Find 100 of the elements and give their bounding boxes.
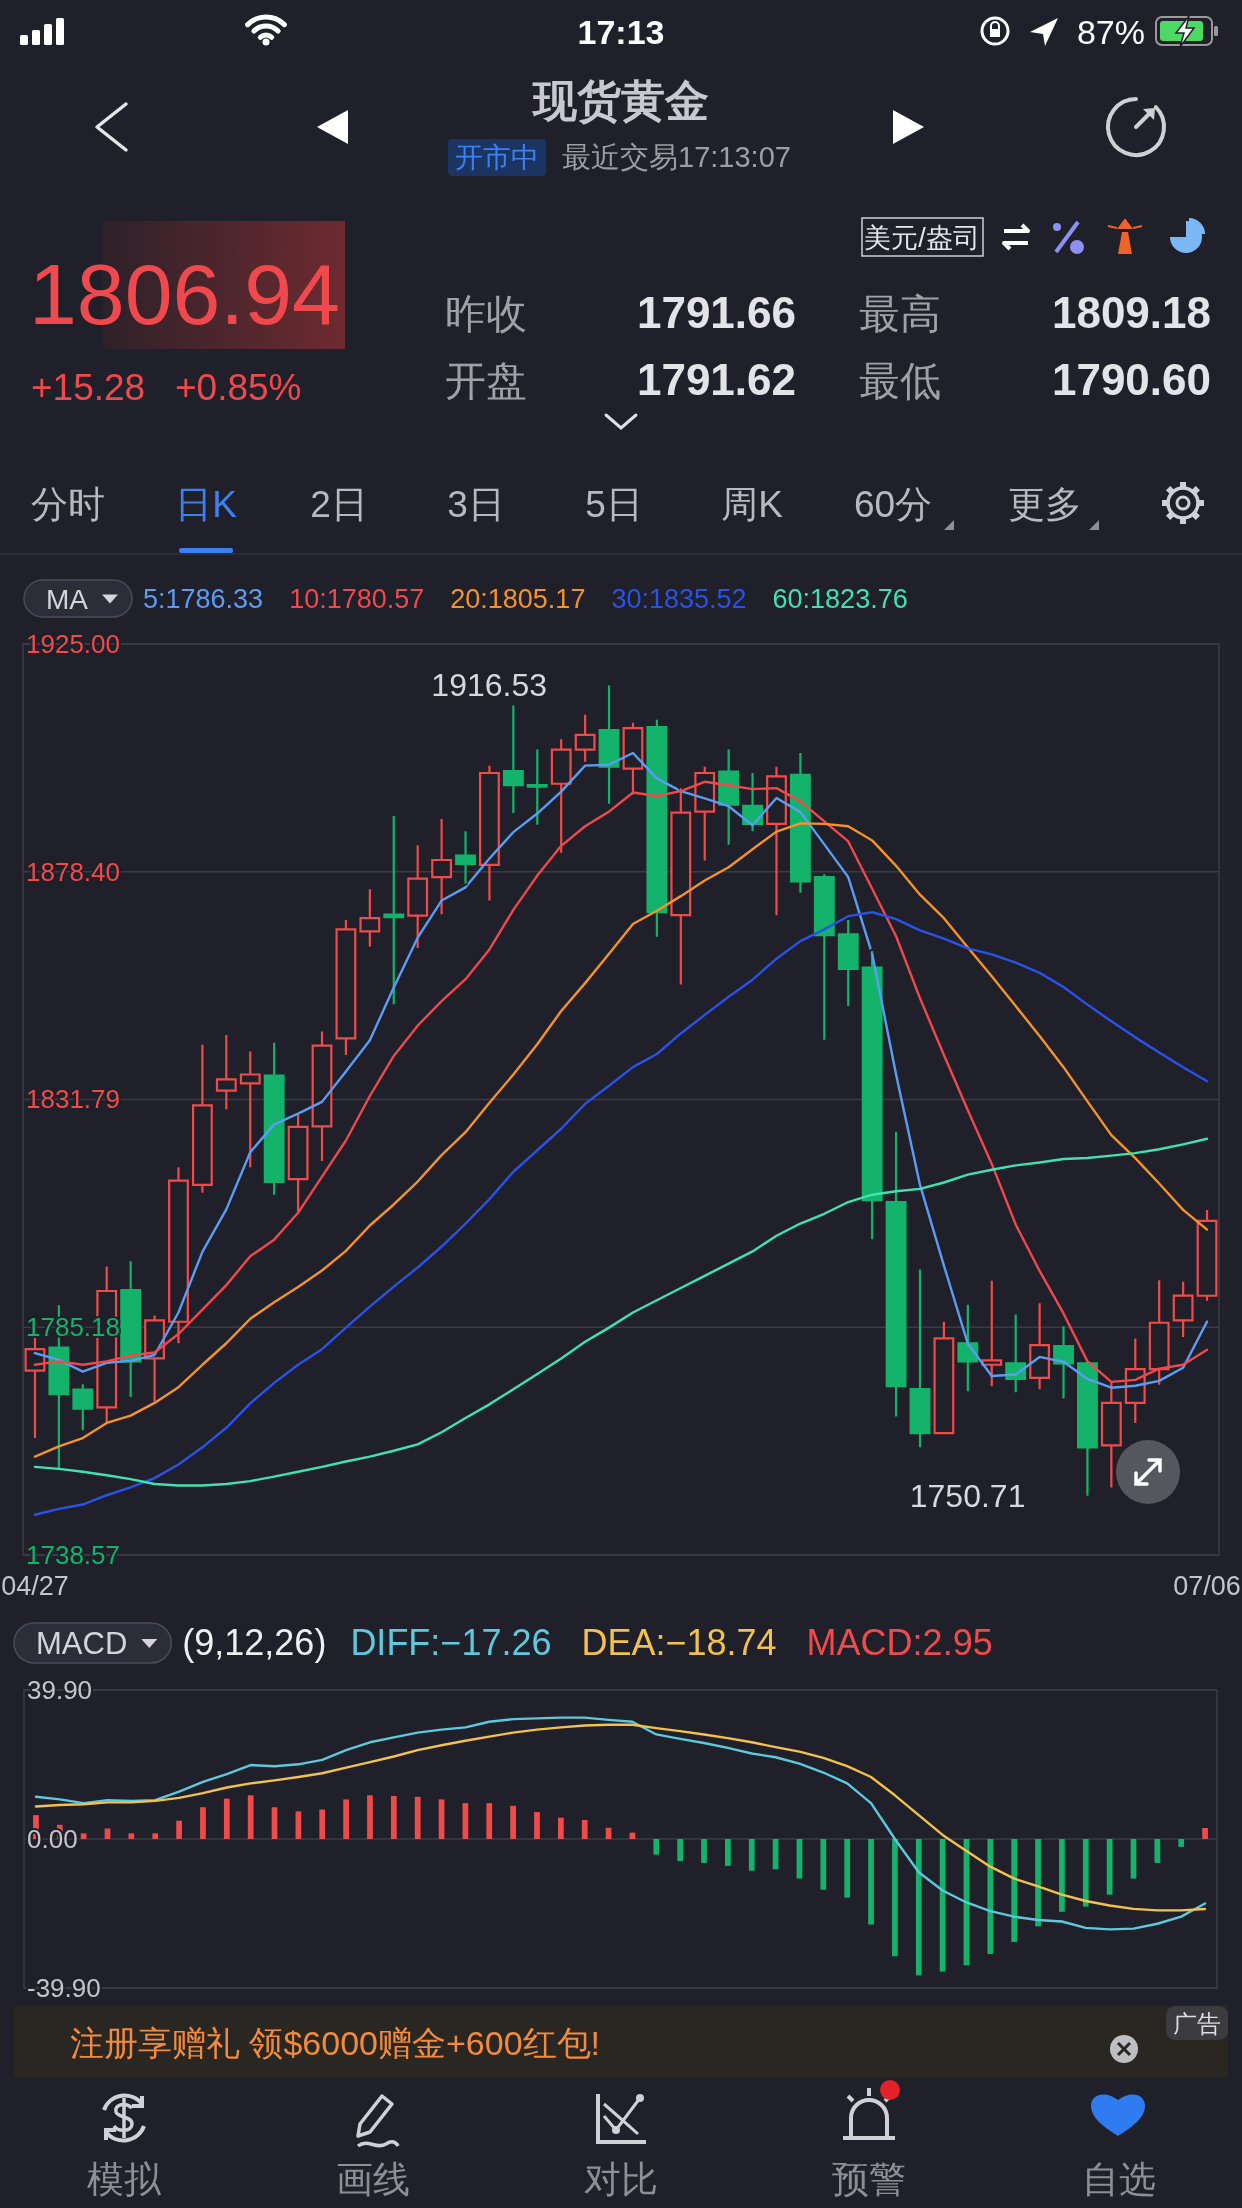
bar	[557, 1817, 564, 1839]
candlestick	[1077, 1360, 1098, 1497]
text: 10:1780.57	[289, 584, 425, 614]
bar	[176, 1820, 182, 1839]
candlestick	[1196, 1208, 1218, 1302]
bar	[581, 1819, 588, 1839]
text: 30:1835.52	[611, 584, 747, 614]
candlestick	[598, 684, 620, 805]
text: 20:1805.17	[450, 584, 586, 614]
candlestick	[813, 873, 835, 1041]
candlestick	[574, 713, 596, 763]
bar	[1178, 1839, 1185, 1847]
text: MACD:2.95	[806, 1622, 993, 1663]
text: 最低	[859, 358, 941, 404]
bar	[80, 1833, 87, 1839]
text: 60:1823.76	[772, 584, 908, 614]
candlestick	[215, 1033, 237, 1111]
text: 现货黄金	[531, 76, 709, 125]
text: +15.28	[31, 367, 146, 408]
candlestick	[885, 1130, 907, 1418]
text: 17:13	[577, 13, 665, 51]
series-label: DEA:−18.74	[581, 1622, 777, 1663]
text: 1790.60	[1051, 355, 1211, 404]
candlestick	[263, 1041, 285, 1196]
text: 87%	[1076, 13, 1145, 51]
y-tick-label: 1878.40	[26, 856, 120, 887]
text: 广告	[1173, 2010, 1221, 2037]
text: 5:1786.33	[143, 584, 264, 614]
text: 2日	[310, 484, 368, 525]
bar	[343, 1799, 349, 1839]
candlestick	[933, 1320, 955, 1436]
text: 开市中	[455, 142, 539, 173]
text: 60分	[853, 484, 933, 525]
text: 画线	[336, 2159, 410, 2200]
candlestick	[120, 1260, 142, 1399]
text: 自选	[1082, 2159, 1156, 2200]
text: 分时	[31, 484, 105, 525]
candlestick	[479, 764, 500, 902]
bar	[367, 1795, 373, 1839]
bar	[128, 1833, 135, 1839]
bar	[820, 1839, 827, 1890]
legend-title: MA	[46, 583, 89, 615]
y-tick-label: 1831.79	[26, 1084, 120, 1115]
text: 对比	[584, 2159, 658, 2200]
candlestick	[789, 751, 811, 894]
candlestick	[72, 1383, 94, 1432]
bar	[200, 1807, 206, 1839]
series-label: DIFF:−17.26	[350, 1622, 552, 1663]
y-tick-label: 0.00	[27, 1824, 78, 1854]
text: 开盘	[445, 358, 527, 404]
text: +0.85%	[175, 367, 302, 408]
text: 周K	[721, 484, 784, 525]
bar	[390, 1796, 397, 1839]
candlestick	[1029, 1302, 1051, 1391]
bar	[414, 1796, 421, 1839]
candlestick	[168, 1166, 189, 1345]
bar	[510, 1805, 516, 1839]
candlestick	[455, 830, 476, 885]
bar	[677, 1839, 684, 1862]
candlestick	[957, 1303, 979, 1393]
text: 注册享赠礼 领$6000赠金+600红包!	[70, 2024, 601, 2062]
bar	[748, 1839, 755, 1871]
candlestick	[837, 918, 859, 1008]
text: 1791.66	[636, 288, 796, 337]
candlestick	[909, 1268, 931, 1449]
text: 1791.62	[636, 355, 796, 404]
candlestick	[718, 748, 740, 846]
bar	[1011, 1839, 1018, 1943]
candlestick	[646, 718, 668, 938]
candlestick	[335, 918, 357, 1057]
candlestick	[502, 704, 524, 815]
bar	[534, 1812, 540, 1839]
bar	[223, 1798, 230, 1839]
text: 1806.94	[29, 246, 340, 342]
legend-title: MACD	[36, 1626, 128, 1662]
text: 美元/盎司	[864, 223, 980, 253]
x-tick-label: 04/27	[1, 1571, 69, 1601]
candlestick	[431, 817, 453, 916]
candlestick	[383, 814, 405, 1006]
bar	[868, 1839, 874, 1925]
bar	[1082, 1839, 1089, 1907]
annotation: 1916.53	[431, 667, 548, 704]
y-tick-label: 1738.57	[26, 1540, 120, 1570]
bar	[701, 1839, 707, 1863]
candlestick	[287, 1113, 309, 1213]
candlestick	[670, 787, 692, 986]
text: 日K	[175, 484, 238, 525]
y-tick-label: 1925.00	[26, 629, 120, 659]
candlestick	[407, 844, 429, 950]
text: 更多	[1008, 484, 1082, 525]
bar	[987, 1839, 994, 1955]
bar	[152, 1833, 159, 1839]
candlestick	[526, 748, 548, 826]
candlestick	[1053, 1325, 1074, 1400]
candlestick	[359, 888, 381, 948]
bar	[844, 1839, 851, 1898]
text: 最高	[859, 291, 941, 337]
text: 昨收	[445, 291, 527, 337]
text: 最近交易17:13:07	[562, 141, 791, 173]
chart-subtitle: (9,12,26)	[182, 1622, 327, 1663]
